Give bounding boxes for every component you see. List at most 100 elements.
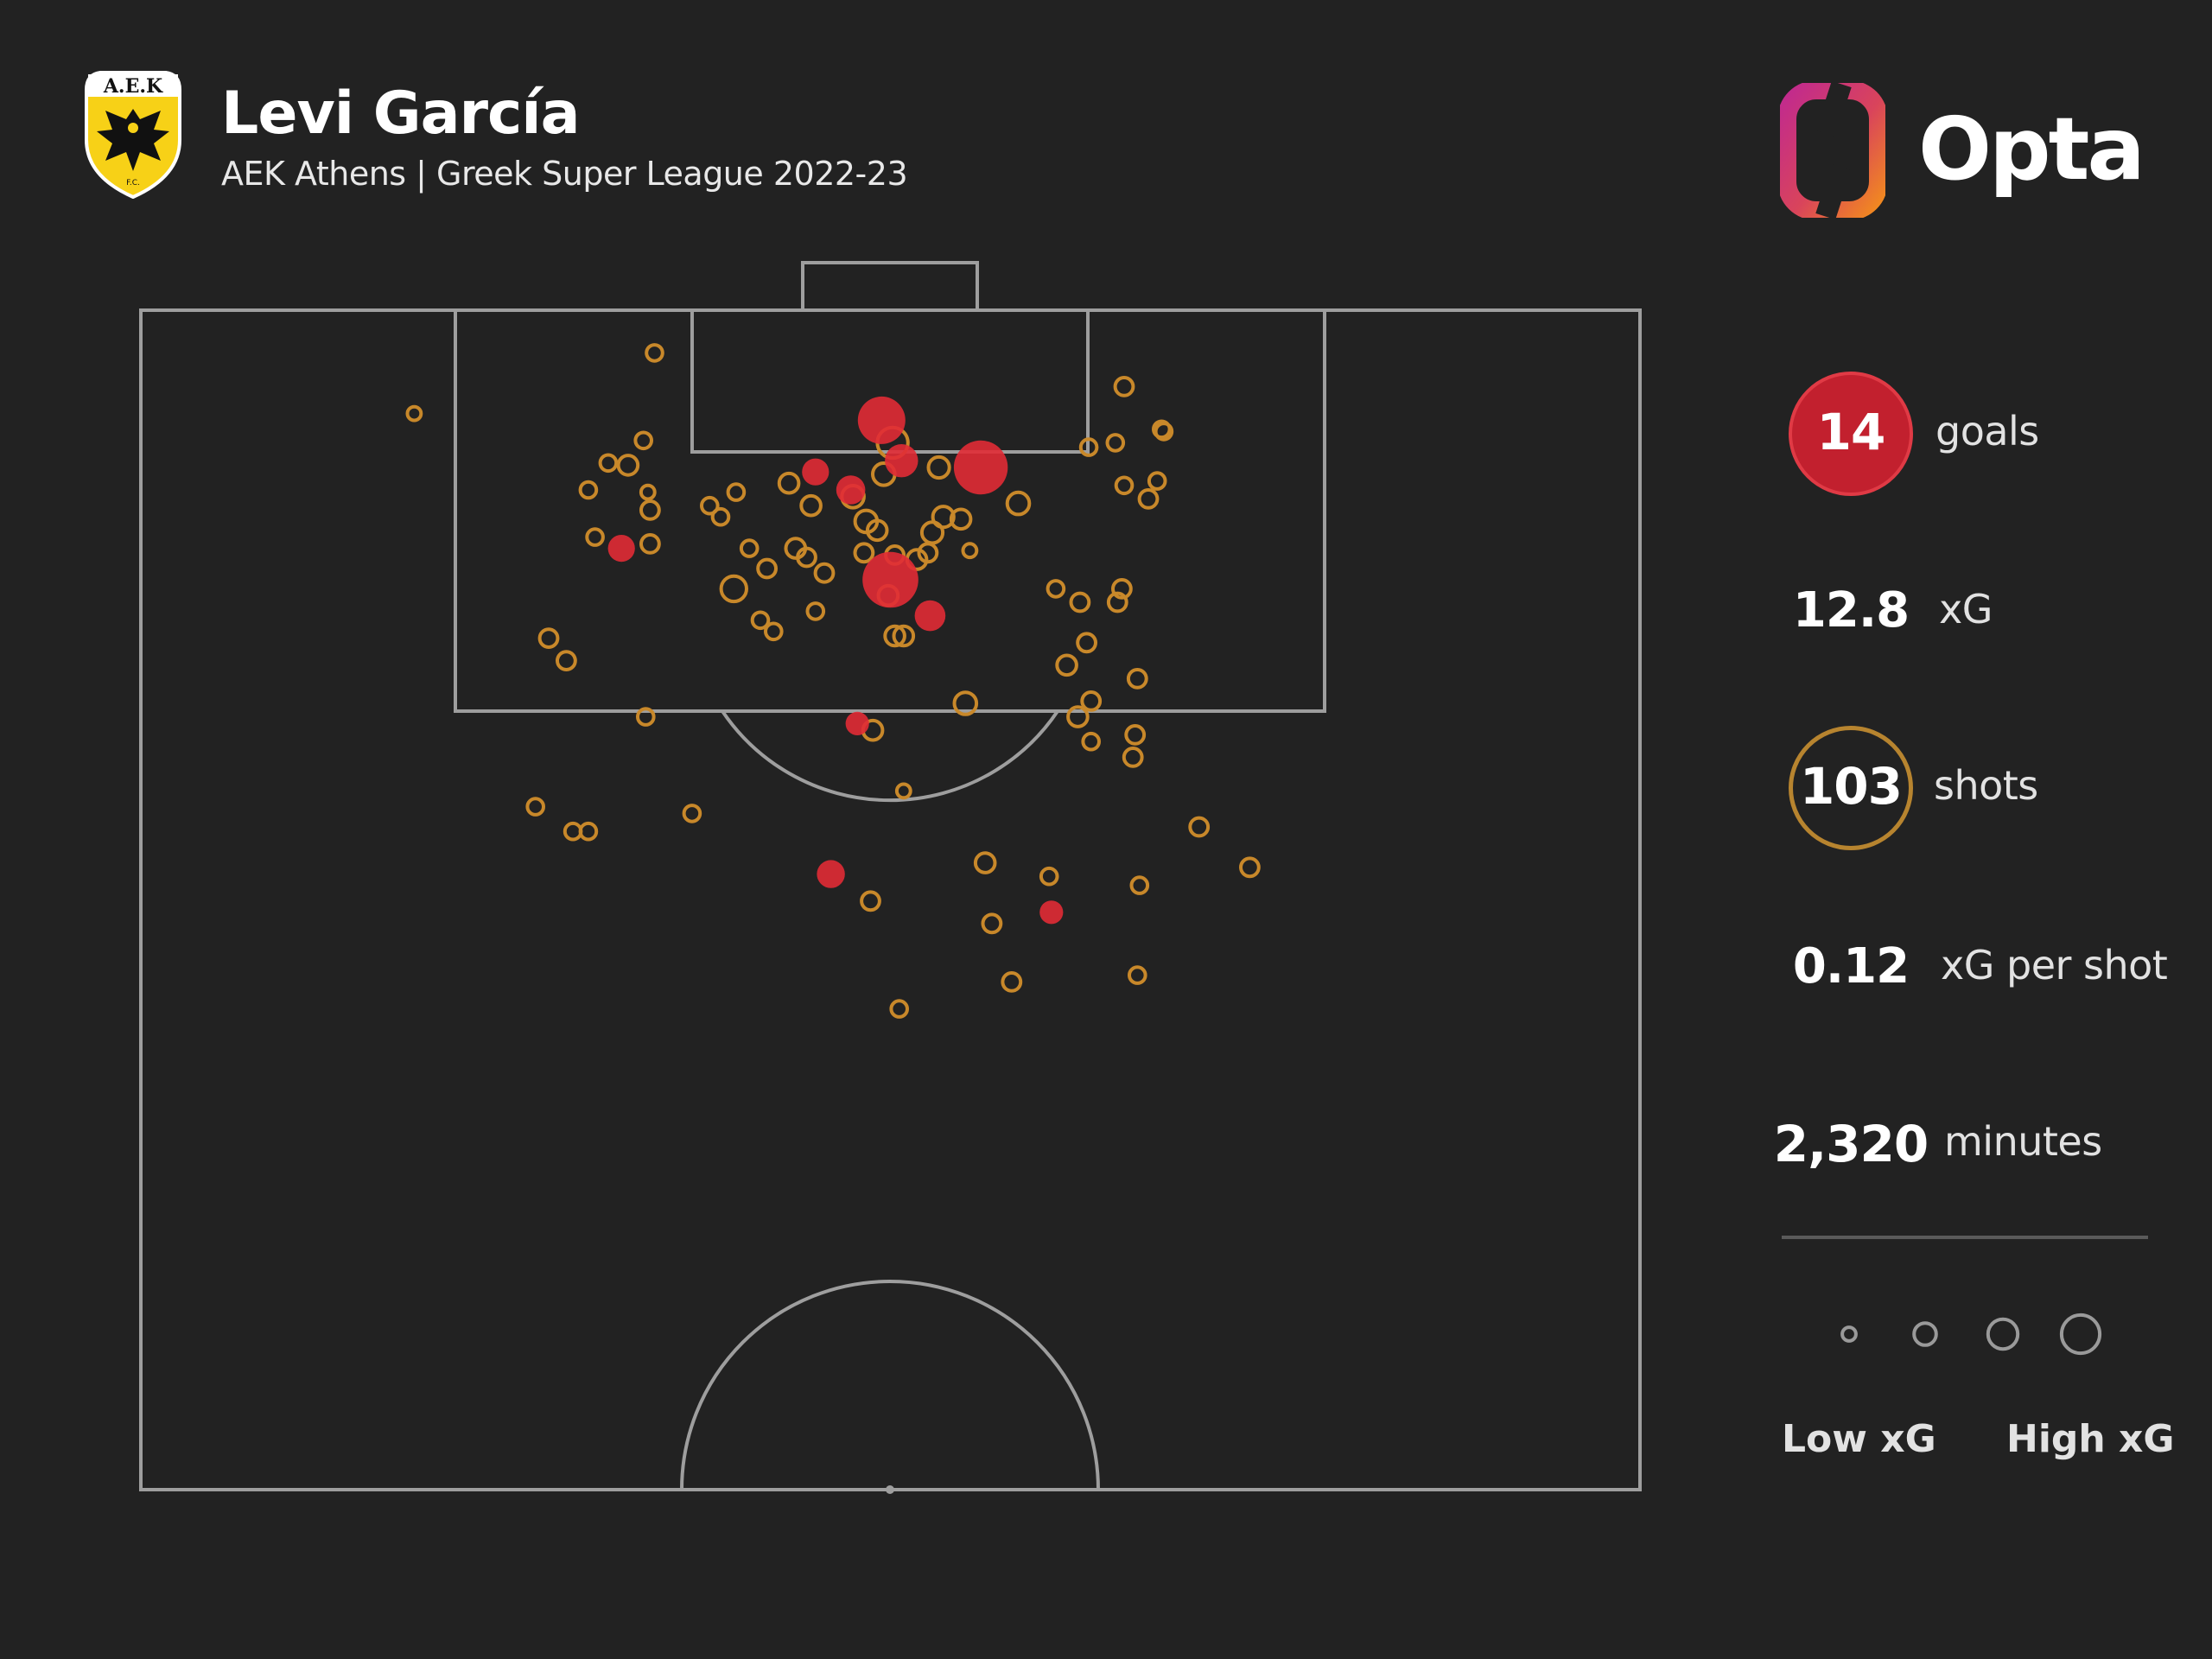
- shot-point-37: [796, 546, 817, 569]
- shot-point-20: [1137, 488, 1160, 510]
- legend-circle-1: [1840, 1325, 1858, 1343]
- minutes-value: 2,320: [1773, 1115, 1929, 1173]
- shot-point-80: [1001, 971, 1023, 993]
- opta-logo-icon: [1780, 83, 1885, 218]
- goals-layer: [607, 396, 1064, 925]
- xg-per-shot-label: xG per shot: [1941, 942, 2168, 988]
- penalty-arc: [721, 709, 1059, 803]
- shot-point-65: [1124, 724, 1147, 746]
- goal-point-8: [914, 600, 946, 632]
- shot-point-28: [865, 518, 889, 543]
- penalty-box: [454, 308, 1326, 713]
- shot-point-1: [645, 343, 664, 363]
- shot-point-58: [1055, 653, 1078, 677]
- goal-point-1: [857, 396, 906, 444]
- shot-point-2: [405, 404, 423, 423]
- shot-point-69: [525, 797, 546, 817]
- shot-point-19: [1114, 475, 1135, 496]
- shot-point-50: [750, 610, 771, 631]
- shot-point-78: [860, 890, 881, 912]
- goal-point-11: [1039, 900, 1064, 925]
- shot-point-4: [1154, 422, 1174, 442]
- pitch-outline: [139, 308, 1642, 1491]
- goal-point-10: [817, 860, 845, 888]
- shot-point-79: [981, 912, 1003, 935]
- shot-point-60: [952, 690, 979, 716]
- shot-point-30: [949, 507, 973, 531]
- shot-point-49: [805, 601, 826, 621]
- pitch-lines: [139, 261, 1642, 1491]
- shot-point-14: [777, 471, 801, 495]
- shot-point-31: [919, 520, 945, 545]
- shot-point-67: [1122, 747, 1144, 768]
- shot-point-59: [1126, 668, 1148, 690]
- shot-point-36: [853, 542, 875, 564]
- shot-point-26: [710, 506, 731, 527]
- shot-point-42: [756, 557, 778, 580]
- shot-point-61: [1080, 690, 1103, 712]
- shot-point-52: [764, 621, 784, 642]
- shot-point-53: [883, 624, 906, 648]
- shot-point-3: [1113, 376, 1135, 397]
- shot-point-55: [537, 627, 560, 649]
- shot-point-43: [813, 562, 836, 584]
- shots-label: shots: [1934, 762, 2038, 809]
- shot-point-5: [1152, 419, 1172, 440]
- crest-text: A.E.K: [103, 75, 163, 98]
- stats-divider: [1782, 1236, 2148, 1239]
- goal-point-4: [802, 458, 830, 486]
- shot-point-45: [719, 574, 748, 604]
- shot-point-63: [636, 707, 656, 727]
- shot-point-82: [889, 999, 909, 1019]
- shots-layer: [405, 343, 1261, 1019]
- legend-circle-2: [1912, 1321, 1938, 1347]
- shot-point-51: [1069, 591, 1091, 613]
- shot-point-41: [961, 542, 979, 560]
- shot-point-40: [917, 542, 939, 564]
- shot-point-22: [799, 493, 823, 518]
- goal-point-9: [845, 711, 869, 736]
- opta-brand: Opta: [1780, 83, 2145, 221]
- shot-point-47: [1111, 578, 1133, 600]
- crest-text-small: F.C.: [126, 179, 140, 188]
- shot-point-17: [726, 482, 747, 502]
- goal-frame: [801, 261, 979, 312]
- xg-per-shot-value: 0.12: [1792, 938, 1910, 995]
- shot-point-8: [616, 454, 640, 477]
- shot-point-15: [578, 480, 599, 500]
- shot-point-16: [639, 483, 657, 501]
- shot-point-24: [700, 495, 720, 516]
- opta-wordmark: Opta: [1918, 99, 2145, 200]
- aek-crest-logo: A.E.K F.C.: [85, 71, 181, 199]
- shot-point-70: [682, 804, 702, 823]
- shot-point-32: [585, 527, 605, 547]
- shot-point-6: [633, 430, 654, 451]
- shot-point-13: [926, 454, 951, 480]
- legend-circle-3: [1986, 1317, 2020, 1351]
- legend-circle-4: [2059, 1313, 2102, 1356]
- shots-badge: [1789, 726, 1913, 850]
- minutes-label: minutes: [1944, 1118, 2102, 1165]
- shot-point-56: [556, 650, 577, 671]
- goals-badge: [1789, 372, 1913, 496]
- shot-point-68: [894, 782, 912, 800]
- shot-point-25: [639, 499, 661, 521]
- xg-size-legend: [1840, 1313, 2102, 1356]
- shot-point-62: [1066, 705, 1090, 728]
- legend-low-xg: Low xG: [1782, 1417, 1936, 1461]
- shot-point-64: [1081, 731, 1101, 752]
- shots-value: 103: [1799, 757, 1903, 816]
- shot-point-81: [1128, 965, 1147, 985]
- goal-point-6: [607, 535, 635, 563]
- shot-point-33: [639, 533, 661, 555]
- shot-point-46: [1046, 579, 1066, 599]
- legend-high-xg: High xG: [2006, 1417, 2175, 1461]
- goal-point-7: [862, 551, 918, 608]
- shot-point-7: [598, 453, 619, 474]
- shot-point-57: [1076, 632, 1097, 654]
- shot-point-10: [1105, 433, 1126, 453]
- team-league-subtitle: AEK Athens | Greek Super League 2022-23: [221, 155, 908, 193]
- shot-point-18: [1147, 471, 1167, 491]
- shot-point-54: [892, 624, 916, 648]
